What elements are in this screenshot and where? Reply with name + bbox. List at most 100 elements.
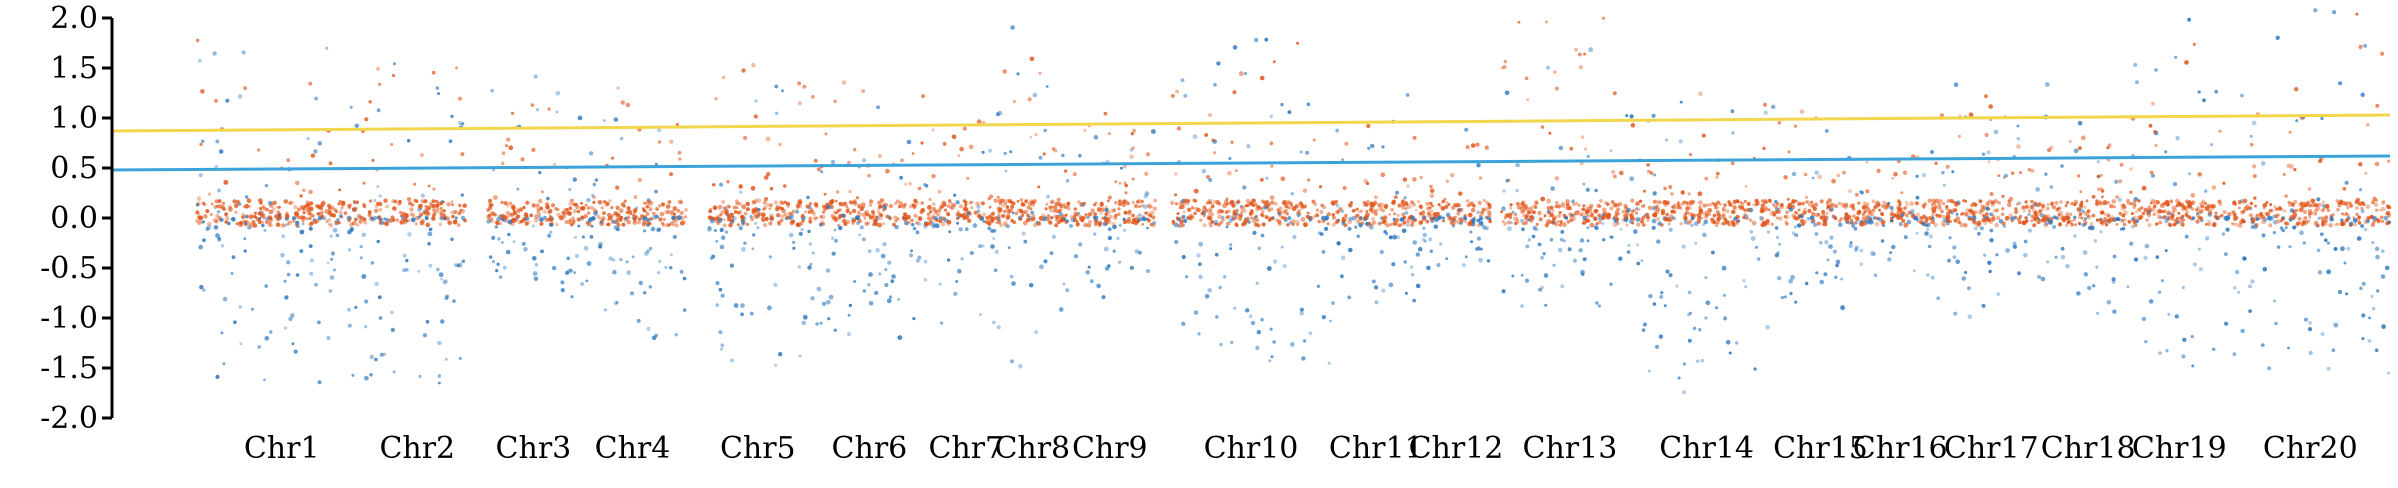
data-point [2044,82,2050,87]
data-point [1985,206,1990,211]
data-point [641,222,647,227]
data-point [1434,218,1439,222]
data-point [2191,216,2196,220]
data-point [2302,241,2306,245]
data-point [442,200,445,204]
data-point [217,237,222,242]
data-point [233,320,237,325]
data-point [1562,213,1566,217]
data-point [1140,204,1144,208]
data-point [755,210,761,215]
data-point [1503,59,1508,64]
data-point [2202,98,2206,103]
data-point [2284,194,2288,198]
data-point [2033,202,2038,208]
data-point [1449,172,1455,178]
data-point [410,217,416,223]
data-point [708,215,713,220]
data-point [224,220,228,224]
data-point [335,233,340,238]
data-point [927,205,932,210]
data-point [353,206,358,211]
data-point [196,196,202,201]
data-point [1180,78,1185,83]
data-point [1902,206,1907,211]
data-point [2252,218,2255,222]
x-category-label: Chr14 [1659,431,1754,466]
data-point [2308,215,2312,219]
data-point [1270,200,1275,205]
data-point [1392,221,1398,226]
data-point [946,222,950,227]
data-point [1667,222,1671,226]
data-point [1776,251,1780,255]
data-point [2219,214,2222,218]
data-point [2119,212,2123,217]
data-point [2049,185,2053,189]
data-point [2149,170,2154,175]
data-point [508,201,513,205]
data-point [1341,216,1345,220]
data-point [2023,252,2028,258]
data-point [2240,328,2245,334]
data-point [1249,210,1254,216]
data-point [2080,135,2086,141]
data-point [1725,340,1731,345]
data-point [939,321,944,325]
data-point [948,199,952,203]
data-point [764,216,769,222]
data-point [1175,89,1179,94]
data-point [1679,222,1683,226]
data-point [1460,219,1464,223]
data-point [1185,275,1189,279]
data-point [572,219,576,223]
data-point [1765,325,1770,330]
data-point [442,213,446,217]
data-point [457,211,462,216]
data-point [1240,210,1244,214]
data-point [290,313,295,318]
data-point [2224,321,2229,326]
data-point [1225,197,1229,201]
data-point [1335,210,1340,215]
data-point [2380,206,2386,212]
data-point [1381,208,1385,213]
data-point [1565,202,1570,207]
data-point [1836,173,1840,178]
data-point [773,282,778,288]
data-point [196,214,202,220]
data-point [1285,212,1289,216]
data-point [1554,86,1559,91]
data-point [1783,215,1788,219]
data-point [538,171,542,175]
data-point [520,157,525,162]
data-point [1094,223,1097,227]
data-point [2231,222,2235,226]
data-point [488,201,492,206]
data-point [1391,262,1396,267]
data-point [399,220,404,225]
data-point [1995,208,1999,213]
data-point [2225,215,2231,221]
data-point [738,202,742,206]
data-point [250,307,254,311]
data-point [1192,134,1198,140]
data-point [572,177,577,182]
data-point [1096,207,1102,212]
data-point [373,198,377,203]
data-point [1269,195,1275,201]
data-point [2133,257,2139,262]
data-point [1410,200,1415,205]
data-point [1422,226,1426,230]
data-point [2292,212,2298,218]
data-point [1505,178,1509,183]
data-point [2016,124,2020,128]
data-point [374,357,378,362]
data-point [1336,241,1341,246]
data-point [1460,207,1464,211]
data-point [1021,213,1025,217]
y-tick-label: 1.0 [50,101,98,136]
data-point [2040,217,2046,223]
data-point [1731,131,1735,135]
data-point [1735,199,1740,204]
